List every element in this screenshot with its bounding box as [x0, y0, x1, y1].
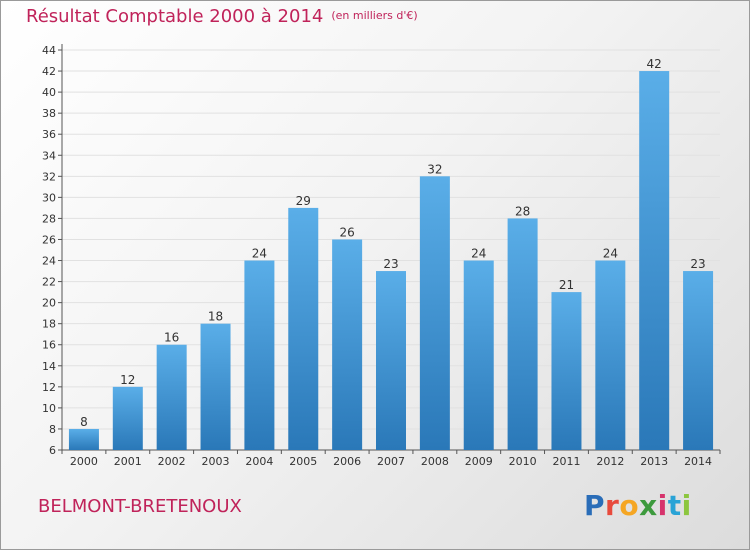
- bar-value-label-2005: 29: [296, 194, 311, 208]
- x-tick-label-2005: 2005: [289, 455, 317, 468]
- bar-value-label-2000: 8: [80, 415, 88, 429]
- bar-2004: [244, 260, 275, 450]
- chart-subtitle: (en milliers d'€): [331, 9, 418, 22]
- bar-value-label-2001: 12: [120, 373, 135, 387]
- bar-value-label-2012: 24: [603, 247, 618, 261]
- logo-letter-2: o: [619, 489, 640, 522]
- bar-2011: [551, 292, 582, 450]
- chart-title: Résultat Comptable 2000 à 2014 (en millie…: [26, 6, 418, 27]
- bar-2010: [507, 218, 538, 450]
- x-tick-label-2007: 2007: [377, 455, 405, 468]
- y-tick-label-34: 34: [42, 149, 56, 162]
- bar-2009: [463, 260, 494, 450]
- proxiti-logo: Proxiti: [584, 489, 692, 522]
- x-tick-label-2002: 2002: [158, 455, 186, 468]
- logo-letter-5: t: [667, 489, 682, 522]
- y-tick-label-12: 12: [42, 381, 56, 394]
- y-tick-label-38: 38: [42, 107, 56, 120]
- y-tick-label-8: 8: [49, 423, 56, 436]
- logo-letter-6: i: [681, 489, 692, 522]
- x-tick-label-2000: 2000: [70, 455, 98, 468]
- bar-2003: [200, 323, 231, 450]
- bar-value-label-2013: 42: [647, 57, 662, 71]
- x-tick-label-2006: 2006: [333, 455, 361, 468]
- bar-2002: [156, 344, 187, 450]
- y-tick-label-42: 42: [42, 65, 56, 78]
- commune-name: BELMONT-BRETENOUX: [38, 496, 242, 517]
- bar-value-label-2007: 23: [383, 257, 398, 271]
- bar-value-label-2009: 24: [471, 247, 486, 261]
- y-tick-label-40: 40: [42, 86, 56, 99]
- bar-2008: [419, 176, 450, 450]
- y-tick-label-36: 36: [42, 128, 56, 141]
- x-tick-label-2004: 2004: [245, 455, 273, 468]
- x-tick-label-2008: 2008: [421, 455, 449, 468]
- x-tick-label-2009: 2009: [465, 455, 493, 468]
- x-tick-label-2011: 2011: [552, 455, 580, 468]
- x-tick-label-2001: 2001: [114, 455, 142, 468]
- y-tick-label-26: 26: [42, 233, 56, 246]
- y-tick-label-24: 24: [42, 255, 56, 268]
- y-tick-label-32: 32: [42, 170, 56, 183]
- bar-2006: [332, 239, 363, 450]
- y-tick-label-20: 20: [42, 297, 56, 310]
- y-tick-label-14: 14: [42, 360, 56, 373]
- y-tick-label-10: 10: [42, 402, 56, 415]
- bar-value-label-2004: 24: [252, 247, 267, 261]
- bar-value-label-2011: 21: [559, 278, 574, 292]
- logo-letter-3: x: [639, 489, 658, 522]
- bar-2000: [68, 428, 99, 450]
- y-tick-label-6: 6: [49, 444, 56, 457]
- bar-value-label-2006: 26: [339, 225, 354, 239]
- y-tick-label-18: 18: [42, 318, 56, 331]
- bar-value-label-2003: 18: [208, 310, 223, 324]
- x-tick-label-2014: 2014: [684, 455, 712, 468]
- y-tick-label-30: 30: [42, 191, 56, 204]
- bar-2005: [288, 207, 319, 450]
- bar-2014: [683, 271, 714, 450]
- bar-2012: [595, 260, 626, 450]
- y-tick-label-28: 28: [42, 212, 56, 225]
- chart-title-text: Résultat Comptable 2000 à 2014: [26, 6, 324, 27]
- logo-letter-4: i: [657, 489, 668, 522]
- bar-value-label-2008: 32: [427, 162, 442, 176]
- bar-value-label-2014: 23: [690, 257, 705, 271]
- bar-2001: [112, 386, 143, 450]
- y-tick-label-22: 22: [42, 276, 56, 289]
- logo-letter-0: P: [584, 489, 606, 522]
- x-tick-label-2013: 2013: [640, 455, 668, 468]
- x-tick-label-2012: 2012: [596, 455, 624, 468]
- y-tick-label-44: 44: [42, 44, 56, 57]
- bar-value-label-2010: 28: [515, 204, 530, 218]
- y-tick-label-16: 16: [42, 339, 56, 352]
- bar-value-label-2002: 16: [164, 331, 179, 345]
- bar-2007: [376, 271, 406, 450]
- bar-2013: [639, 71, 670, 450]
- x-tick-label-2010: 2010: [509, 455, 537, 468]
- x-tick-label-2003: 2003: [202, 455, 230, 468]
- logo-letter-1: r: [605, 489, 620, 522]
